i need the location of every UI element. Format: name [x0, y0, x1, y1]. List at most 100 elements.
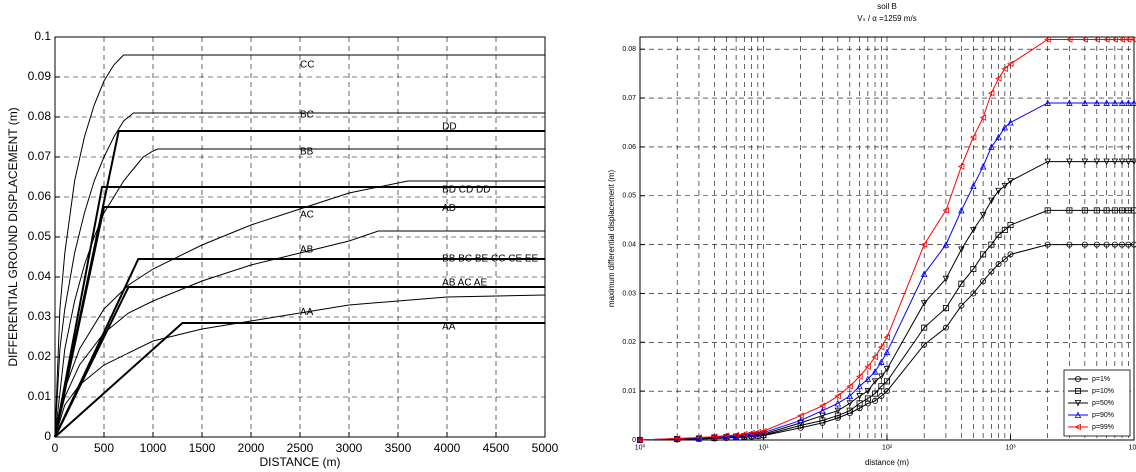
marker: [1066, 158, 1073, 166]
series-line: [54, 54, 545, 438]
marker: [856, 382, 863, 390]
marker: [1093, 241, 1100, 248]
marker: [1093, 158, 1101, 166]
y-tick-label: 0: [44, 429, 51, 443]
series-line: [54, 112, 545, 438]
marker: [988, 197, 995, 205]
marker: [856, 393, 863, 400]
marker: [872, 397, 879, 404]
y-tick-label: 0.04: [622, 241, 636, 248]
y-tick-label: 0.09: [28, 69, 52, 83]
marker: [740, 430, 748, 438]
marker: [1125, 207, 1132, 214]
marker: [1001, 256, 1008, 263]
marker: [1125, 158, 1132, 166]
y-tick-label: 0.02: [28, 349, 52, 363]
x-tick-label: 500: [94, 441, 114, 455]
y-tick-label: 0.05: [622, 193, 636, 200]
annotation: CC: [300, 60, 314, 71]
legend-marker: [1075, 387, 1082, 394]
marker: [760, 429, 767, 436]
marker: [1066, 207, 1073, 214]
marker: [942, 241, 950, 248]
x-tick-label: 10¹: [758, 444, 769, 451]
marker: [872, 390, 879, 397]
marker: [871, 368, 879, 375]
series-line: [54, 148, 545, 438]
x-tick-label: 4500: [483, 441, 510, 455]
marker: [1093, 36, 1100, 43]
marker: [760, 427, 767, 435]
series-line: [639, 38, 1134, 441]
marker: [834, 392, 841, 400]
marker: [673, 435, 681, 442]
marker: [942, 207, 949, 214]
marker: [1007, 222, 1014, 229]
marker: [1111, 158, 1119, 166]
y-tick-label: 0: [632, 437, 636, 444]
legend-marker: [1074, 399, 1082, 407]
marker: [754, 428, 761, 436]
x-tick-label: 5000: [532, 441, 559, 455]
series-line: [639, 161, 1134, 441]
marker: [1111, 99, 1119, 106]
marker: [969, 133, 977, 141]
marker: [1001, 65, 1008, 72]
legend-marker: [1074, 411, 1082, 419]
marker: [846, 383, 853, 390]
x-tick-label: 10²: [882, 444, 893, 451]
marker: [1130, 99, 1136, 106]
x-tick-label: 10⁰: [635, 443, 646, 451]
y-tick-label: 0.01: [28, 389, 52, 403]
x-tick-label: 3500: [385, 441, 412, 455]
marker: [970, 226, 977, 234]
marker: [884, 388, 891, 395]
series-line: [54, 186, 545, 438]
marker: [1044, 158, 1051, 166]
marker: [1081, 158, 1089, 166]
marker: [958, 280, 965, 287]
annotation: AB: [300, 244, 314, 255]
y-tick-label: 0.07: [28, 149, 52, 163]
marker: [995, 187, 1002, 195]
annotation: AA: [300, 307, 314, 318]
annotation: BB: [300, 146, 314, 157]
legend-label: p=10%: [1092, 388, 1114, 395]
x-tick-label: 0: [52, 441, 59, 455]
marker: [1118, 158, 1126, 166]
marker: [846, 407, 853, 414]
marker: [995, 231, 1002, 238]
marker: [958, 206, 965, 214]
y-axis-label: DIFFERENTIAL GROUND DISPLACEMENT (m): [6, 107, 20, 366]
marker: [988, 268, 995, 275]
annotation: AB AC AE: [442, 278, 487, 289]
x-tick-label: 1500: [189, 441, 216, 455]
annotation: AC: [300, 210, 314, 221]
annotation: AD: [442, 203, 456, 214]
marker: [754, 430, 762, 437]
marker: [1131, 241, 1136, 248]
marker: [1103, 241, 1110, 248]
chart-panel: 10⁰ 10¹ 10² 10³ 10⁴ 0 0.01 0.02 0.03 0.04 0.05 0.06…: [607, 2, 1136, 467]
annotation: BB BC BE CC CE EE: [442, 254, 538, 265]
marker: [1007, 251, 1014, 258]
marker: [1081, 36, 1088, 43]
y-tick-label: 0.08: [28, 109, 52, 123]
x-axis-label: distance (m): [865, 458, 909, 467]
chart-subtitle: Vₛ / α =1259 m/s: [857, 14, 916, 23]
series-line: [54, 322, 545, 438]
annotation: AA: [442, 322, 456, 333]
marker: [864, 363, 871, 370]
marker: [1130, 158, 1136, 166]
marker: [1118, 99, 1126, 106]
marker: [1081, 241, 1088, 248]
series-line: [54, 286, 545, 438]
marker: [920, 270, 928, 277]
marker: [834, 399, 842, 407]
marker: [979, 114, 987, 121]
marker: [834, 407, 842, 415]
marker: [920, 300, 928, 307]
marker: [1125, 241, 1132, 248]
marker: [1001, 182, 1009, 190]
